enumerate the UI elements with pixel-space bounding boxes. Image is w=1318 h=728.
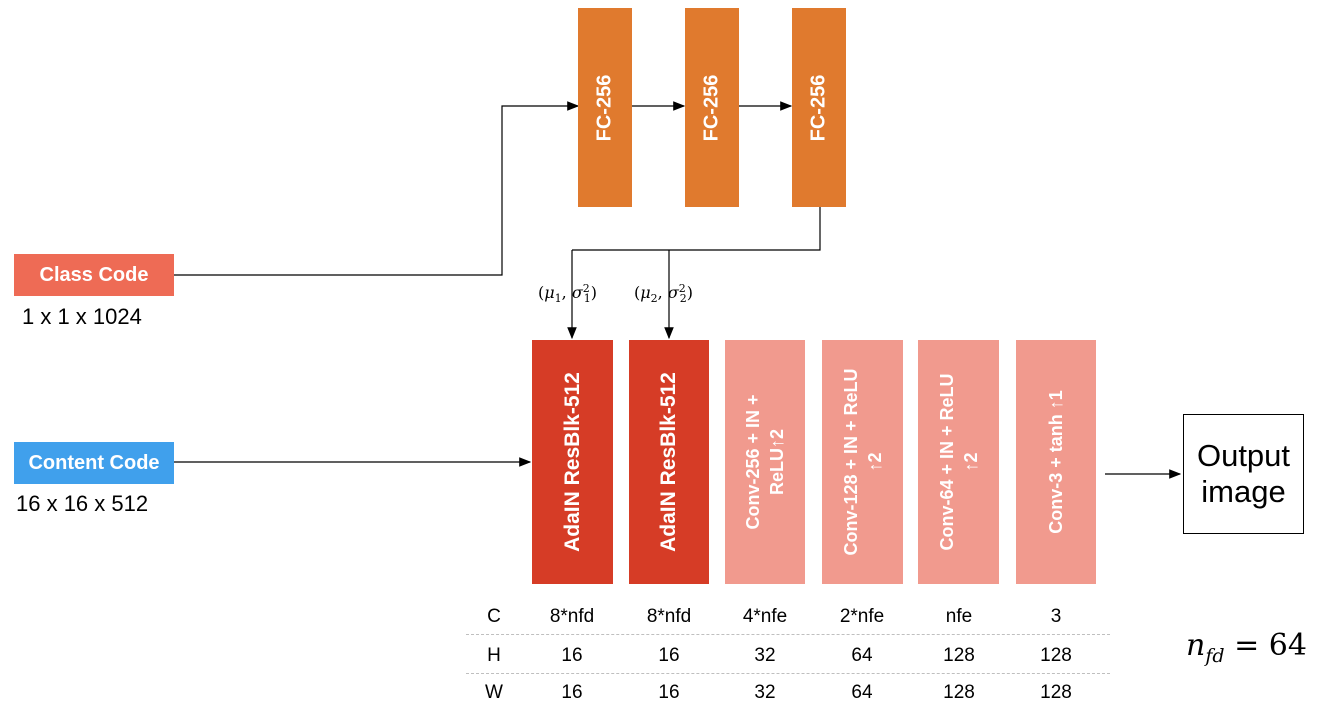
adain-params-2: (μ2, σ22) [634,282,693,306]
table-divider [466,673,1110,674]
table-cell: 8*nfd [646,606,692,627]
fc-layer-3: FC-256 [792,8,846,207]
table-cell: 128 [1040,682,1072,703]
conv-256-label: Conv-256 + IN + ReLU↑2 [743,394,787,530]
conv-128-label: Conv-128 + IN + ReLU ↑2 [840,368,885,556]
class-code-box: Class Code [14,254,174,296]
adain-resblk-1: AdaIN ResBlk-512 [532,340,613,584]
row-header-w: W [485,682,503,703]
class-code-dims: 1 x 1 x 1024 [22,304,142,329]
conv-3-block: Conv-3 + tanh ↑1 [1016,340,1096,584]
conv-64-block: Conv-64 + IN + ReLU ↑2 [918,340,999,584]
table-cell: 8*nfd [549,606,595,627]
output-line-2: image [1201,474,1286,509]
adain-params-1: (μ1, σ21) [538,282,597,306]
table-cell: 3 [1050,606,1062,627]
fc-to-adain-line [572,207,821,251]
adain-resblk-1-label: AdaIN ResBlk-512 [560,372,584,552]
table-divider [466,634,1110,635]
table-cell: nfe [945,606,973,627]
conv-256-block: Conv-256 + IN + ReLU↑2 [725,340,805,584]
conv-128-block: Conv-128 + IN + ReLU ↑2 [822,340,903,584]
adain-resblk-2-label: AdaIN ResBlk-512 [657,372,680,552]
row-header-h: H [487,645,501,666]
class-code-label: Class Code [39,263,149,286]
table-cell: 128 [943,682,975,703]
fc-layer-2: FC-256 [685,8,739,207]
fc-layer-3-label: FC-256 [807,74,830,141]
table-cell: 16 [561,682,583,703]
conv-3-label: Conv-3 + tanh ↑1 [1046,390,1066,534]
fc-layer-1-label: FC-256 [593,74,616,141]
output-image-box: Output image [1183,414,1304,534]
row-header-c: C [487,606,501,627]
table-cell: 16 [561,645,583,666]
table-cell: 64 [851,645,873,666]
output-line-1: Output [1196,438,1291,473]
content-code-label: Content Code [28,451,160,474]
table-cell: 32 [754,682,776,703]
fc-layer-2-label: FC-256 [700,74,723,141]
table-cell: 32 [754,645,776,666]
table-cell: 2*nfe [839,606,885,627]
nfd-equation: nfd = 64 [1186,628,1307,667]
table-cell: 16 [658,682,680,703]
conv-64-label: Conv-64 + IN + ReLU ↑2 [936,373,981,551]
content-code-dims: 16 x 16 x 512 [16,491,149,516]
adain-resblk-2: AdaIN ResBlk-512 [629,340,709,584]
table-cell: 16 [658,645,680,666]
table-cell: 128 [1040,645,1072,666]
table-cell: 64 [851,682,873,703]
table-cell: 4*nfe [742,606,788,627]
fc-layer-1: FC-256 [578,8,632,207]
table-cell: 128 [943,645,975,666]
content-code-box: Content Code [14,442,174,484]
class-to-fc-arrow [174,101,580,276]
